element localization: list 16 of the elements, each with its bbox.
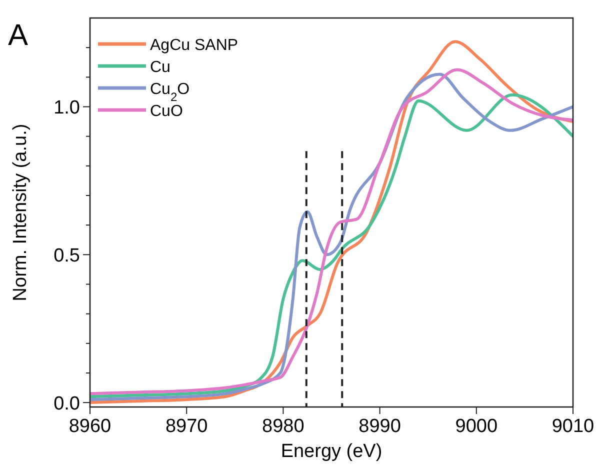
y-tick-label: 1.0	[54, 98, 80, 119]
chart-title: A	[8, 19, 28, 52]
x-tick-label: 8980	[262, 416, 304, 437]
legend-label: CuO	[150, 103, 183, 120]
x-tick-label: 8970	[165, 416, 208, 437]
x-axis-title: Energy (eV)	[280, 441, 382, 462]
x-tick-label: 9010	[552, 416, 594, 437]
legend-label: AgCu SANP	[150, 37, 238, 54]
x-tick-label: 8960	[68, 416, 112, 437]
y-tick-label: 0.0	[54, 394, 80, 415]
x-tick-label: 9000	[455, 416, 498, 437]
legend-label: Cu	[150, 59, 170, 76]
y-tick-label: 0.5	[54, 246, 80, 267]
y-axis-title: Norm. Intensity (a.u.)	[10, 124, 31, 302]
x-tick-label: 8990	[358, 416, 401, 437]
legend-label: Cu$_{2}$O	[150, 81, 190, 104]
